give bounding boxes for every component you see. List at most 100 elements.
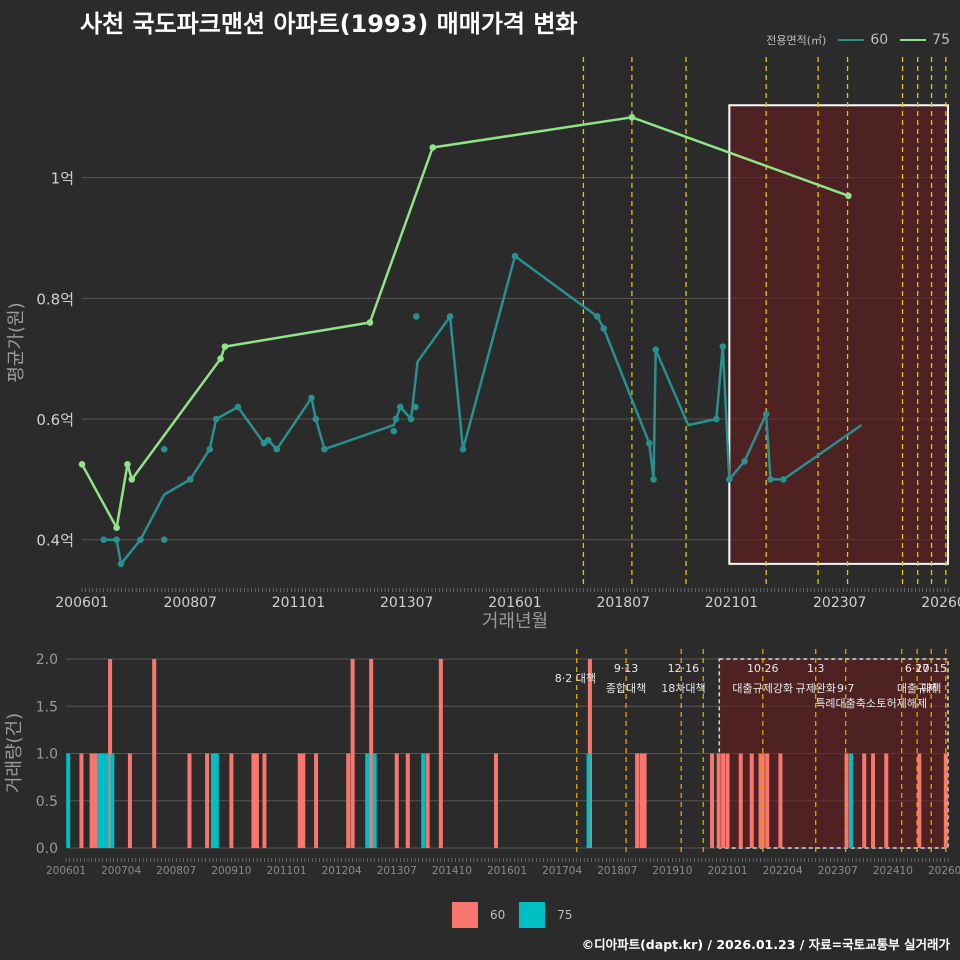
policy-annotation: 특례대출축소: [815, 697, 876, 710]
volume-bar-60: [493, 753, 498, 848]
volume-bar-60: [89, 753, 94, 848]
top-xtick-label: 202101: [705, 595, 758, 611]
data-point-75: [124, 461, 131, 468]
volume-bar-60: [635, 753, 640, 848]
data-point-60: [312, 415, 320, 423]
data-point-60: [160, 536, 168, 544]
bottom-xtick-label: 202204: [763, 865, 803, 877]
bottom-xtick-label: 200601: [46, 865, 86, 877]
data-point-60: [392, 415, 400, 423]
data-point-60: [100, 536, 107, 544]
policy-annotation: 대출규제: [897, 682, 937, 695]
legend-bottom: 60 75: [452, 902, 587, 928]
volume-bar-60: [262, 753, 267, 848]
volume-bar-60: [251, 753, 256, 848]
legend-top-item-60: 60: [838, 32, 888, 48]
data-point-60: [137, 536, 144, 544]
bottom-xtick-label: 201807: [597, 865, 637, 877]
volume-bar-60: [297, 753, 302, 848]
data-point-60: [308, 394, 315, 402]
top-xtick-label: 200807: [164, 595, 217, 611]
top-ytick-label: 1억: [51, 170, 74, 188]
data-point-60: [762, 410, 770, 418]
top-xtick-label: 200601: [55, 595, 108, 611]
data-point-60: [412, 403, 419, 411]
legend-top-swatch-60: [838, 39, 865, 41]
data-point-60: [396, 403, 404, 411]
bottom-xtick-label: 201910: [652, 865, 692, 877]
data-point-75: [429, 144, 437, 151]
policy-annotation: 토허제해제: [876, 696, 927, 710]
volume-bar-75: [110, 753, 115, 848]
bottom-xtick-label: 200807: [156, 865, 196, 877]
legend-bottom-label-60: 60: [490, 908, 506, 922]
top-ytick-label: 0.6억: [36, 411, 74, 429]
data-point-60: [117, 560, 125, 568]
volume-bar-60: [425, 753, 430, 848]
volume-bar-60: [369, 659, 374, 848]
data-point-60: [511, 252, 519, 260]
volume-bar-60: [438, 659, 443, 848]
data-point-60: [321, 445, 328, 453]
chart-title: 사천 국도파크맨션 아파트(1993) 매매가격 변화: [80, 10, 578, 38]
data-point-60: [390, 427, 398, 435]
data-point-60: [273, 445, 281, 453]
volume-bar-60: [301, 753, 306, 848]
volume-bar-75: [100, 753, 105, 848]
top-xtick-label: 202601: [921, 595, 960, 611]
volume-bar-75: [365, 753, 370, 848]
data-point-75: [113, 524, 120, 531]
volume-bar-75: [104, 753, 109, 848]
data-point-60: [412, 313, 420, 320]
data-point-60: [600, 325, 608, 332]
volume-bar-60: [254, 753, 259, 848]
top-xaxis-title: 거래년월: [482, 611, 548, 632]
volume-bar-60: [205, 753, 210, 848]
volume-bar-60: [350, 659, 355, 848]
volume-bar-75: [66, 753, 71, 848]
data-point-60: [459, 445, 467, 453]
top-xtick-label: 201601: [488, 595, 541, 611]
volume-bar-75: [421, 753, 426, 848]
legend-top-swatch-75: [900, 39, 927, 41]
legend-top-label-75: 75: [932, 32, 950, 48]
legend-top-label-60: 60: [870, 32, 889, 48]
legend-bottom-item-75: 75: [519, 902, 573, 928]
data-point-75: [221, 343, 229, 350]
data-point-60: [113, 536, 120, 544]
bottom-ytick-label: 2.0: [36, 652, 58, 668]
policy-annotation: 1·3: [807, 662, 825, 675]
top-xtick-label: 201807: [597, 595, 650, 611]
policy-annotation: 종합대책: [606, 682, 646, 695]
volume-bar-75: [848, 753, 853, 848]
data-point-60: [234, 403, 242, 411]
volume-bar-60: [716, 753, 721, 848]
legend-bottom-swatch-60: [452, 902, 478, 928]
top-ytick-label: 0.8억: [36, 290, 74, 308]
volume-bar-75: [210, 753, 215, 848]
top-ytick-label: 0.4억: [36, 532, 74, 550]
volume-bar-60: [758, 753, 763, 848]
top-highlight-box: [728, 104, 950, 565]
volume-bar-60: [152, 659, 157, 848]
volume-bar-60: [871, 753, 876, 848]
policy-annotation: 대출규제강화: [732, 682, 793, 695]
volume-bar-60: [738, 753, 743, 848]
bottom-xtick-label: 202307: [818, 865, 858, 877]
volume-bar-60: [314, 753, 319, 848]
volume-bar-60: [765, 753, 770, 848]
data-point-60: [713, 415, 720, 423]
policy-annotation: 규제완화: [795, 682, 835, 695]
volume-bar-60: [917, 753, 922, 848]
volume-bar-60: [394, 753, 399, 848]
policy-annotation: 18차대책: [661, 682, 705, 695]
data-point-60: [719, 343, 727, 350]
data-point-60: [593, 313, 601, 320]
data-point-75: [128, 476, 136, 483]
policy-annotation: 9·7: [837, 682, 855, 695]
footer-credit: ©디아파트(dapt.kr) / 2026.01.23 / 자료=국토교통부 실…: [581, 937, 950, 952]
data-point-60: [264, 436, 272, 444]
bottom-xtick-label: 202101: [707, 865, 747, 877]
bottom-xtick-label: 200910: [211, 865, 251, 877]
